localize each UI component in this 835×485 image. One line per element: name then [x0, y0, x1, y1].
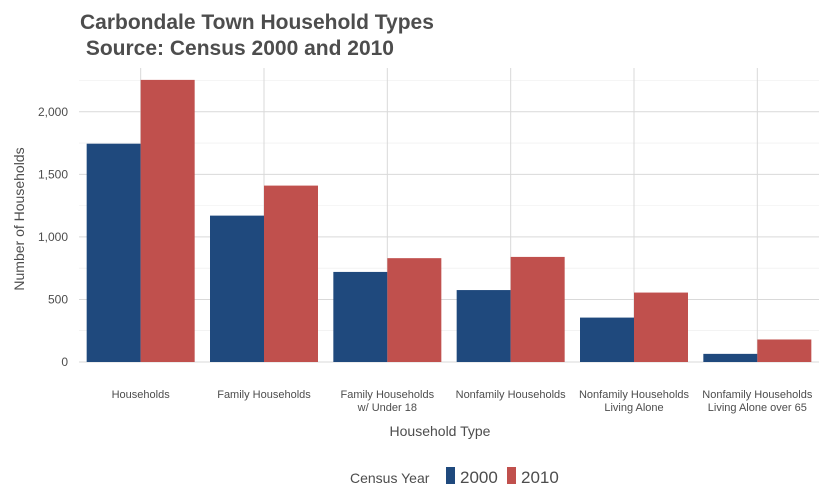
legend-swatch-2000	[446, 467, 455, 484]
bar-2000-4	[580, 317, 634, 362]
bar-2010-3	[510, 256, 565, 362]
x-tick-label: Family Households	[341, 389, 435, 401]
x-tick-label: Nonfamily Households	[702, 389, 813, 401]
y-tick-label: 2,000	[38, 105, 68, 119]
chart-title-line-2: Source: Census 2000 and 2010	[80, 37, 394, 60]
bar-2010-1	[264, 185, 318, 362]
bar-2010-5	[757, 339, 812, 362]
bar-2010-0	[140, 79, 195, 363]
legend-title: Census Year	[350, 470, 430, 485]
y-tick-label: 1,000	[38, 230, 68, 244]
x-tick-label: w/ Under 18	[357, 402, 417, 414]
bar-2010-4	[634, 292, 688, 362]
chart-title-line-1: Carbondale Town Household Types	[80, 11, 434, 34]
legend-label-2000: 2000	[460, 468, 498, 485]
legend-label-2010: 2010	[521, 468, 559, 485]
x-tick-label: Nonfamily Households	[456, 389, 567, 401]
y-tick-label: 0	[61, 355, 68, 369]
y-tick-label: 500	[48, 292, 68, 306]
x-tick-label: Family Households	[217, 389, 311, 401]
bar-2000-1	[210, 215, 264, 362]
x-axis-label: Household Type	[390, 423, 491, 439]
x-tick-label: Living Alone over 65	[708, 402, 807, 414]
y-tick-label: 1,500	[38, 167, 68, 181]
bar-2000-5	[703, 353, 758, 362]
y-axis-ticks: 0 500 1,000 1,500 2,000	[38, 105, 68, 369]
x-axis-ticks: Households Family Households Family Househ…	[112, 389, 813, 414]
legend-swatch-2010	[507, 467, 516, 484]
legend: Census Year 2000 2010	[350, 467, 559, 485]
bar-2000-2	[333, 271, 388, 362]
bars	[86, 79, 812, 363]
bar-2000-0	[86, 143, 141, 362]
x-tick-label: Living Alone	[604, 402, 663, 414]
bar-2000-3	[456, 290, 511, 362]
x-tick-label: Nonfamily Households	[579, 389, 690, 401]
bar-2010-2	[387, 258, 442, 362]
y-axis-label: Number of Households	[11, 147, 27, 290]
x-tick-label: Households	[112, 389, 171, 401]
